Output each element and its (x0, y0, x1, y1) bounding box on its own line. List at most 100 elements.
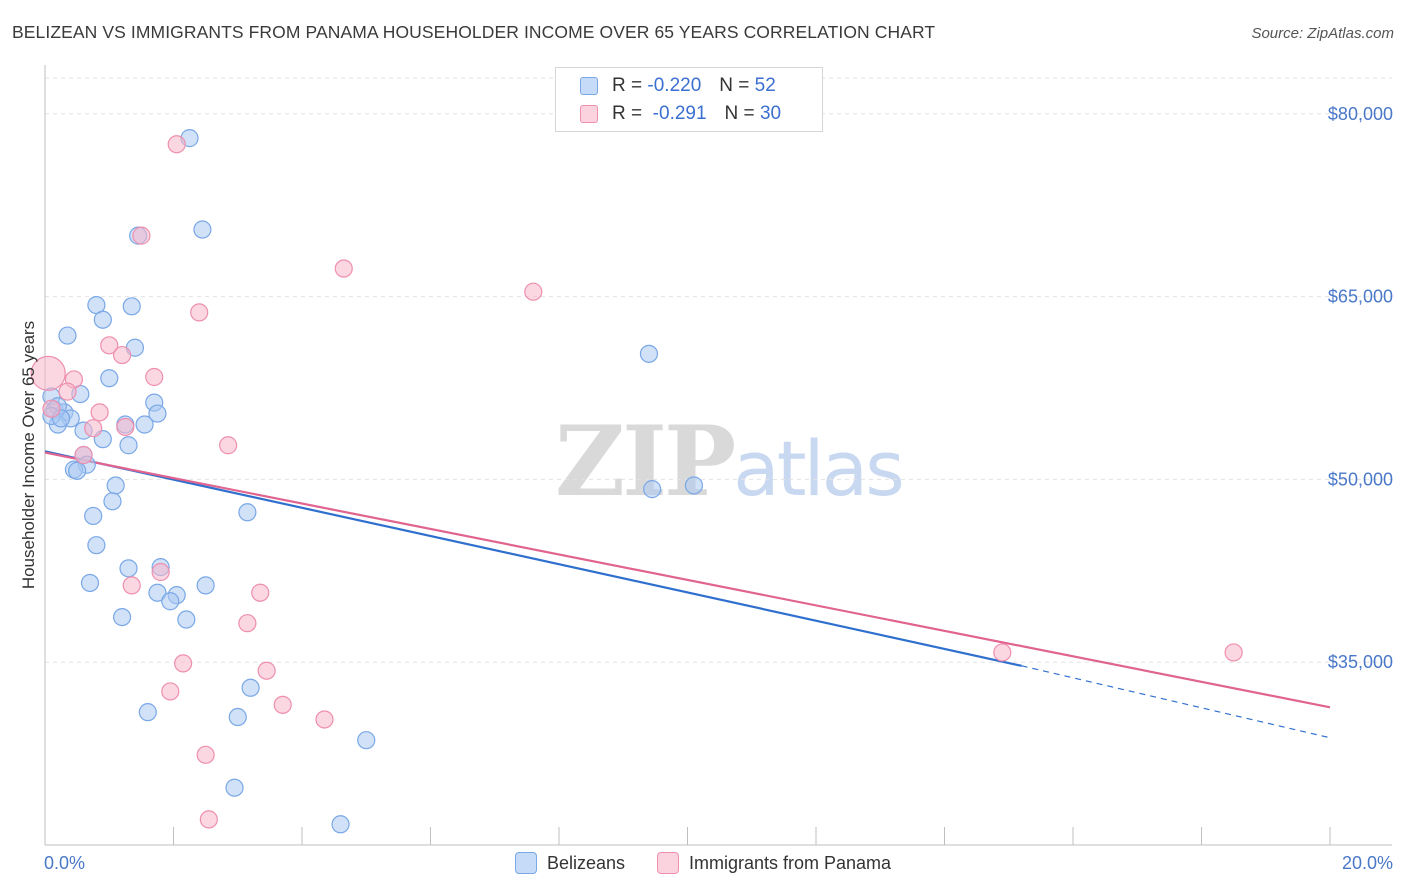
series-legend-item-panama[interactable]: Immigrants from Panama (656, 852, 892, 874)
data-point-belizeans (87, 536, 106, 555)
data-point-panama (334, 259, 353, 278)
series-legend-item-belizeans[interactable]: Belizeans (514, 852, 625, 874)
data-point-belizeans (80, 573, 100, 593)
data-point-belizeans (639, 344, 659, 363)
data-point-panama (151, 562, 170, 582)
series-label-panama: Immigrants from Panama (688, 852, 892, 873)
legend-r-label: R = (612, 75, 643, 96)
y-axis-label: Householder Income Over 65 years (19, 321, 38, 589)
data-point-belizeans (68, 461, 87, 480)
data-point-panama (199, 810, 218, 829)
data-point-panama (174, 654, 193, 673)
series-swatch-panama (656, 852, 679, 874)
data-point-belizeans (225, 778, 244, 797)
data-point-panama (251, 583, 270, 602)
data-point-belizeans (112, 607, 132, 627)
data-point-panama (161, 682, 180, 701)
data-point-belizeans (119, 559, 138, 578)
data-point-panama (315, 710, 334, 729)
data-point-panama (100, 336, 119, 355)
correlation-legend: R = -0.220 N = 52 R = -0.291 N = 30 (555, 67, 823, 132)
trend-line-0 (44, 450, 1022, 667)
legend-swatch-belizeans (580, 77, 598, 95)
legend-n-label: N = (719, 75, 750, 96)
watermark-atlas: atlas (733, 424, 905, 513)
data-point-belizeans (177, 610, 196, 629)
data-point-panama (90, 403, 109, 422)
data-point-panama (116, 417, 135, 437)
axis-labels: $35,000 $50,000 $65,000 $80,000 0.0% 20.0% Hou… (19, 104, 1393, 873)
y-tick-label: $80,000 (1328, 104, 1393, 124)
series-legend: Belizeans Immigrants from Panama (0, 852, 1406, 874)
data-point-panama (122, 576, 141, 595)
trend-lines (44, 450, 1331, 739)
x-tick-label-left: 0.0% (44, 853, 85, 873)
data-point-belizeans (331, 815, 350, 834)
data-point-belizeans (148, 404, 167, 423)
data-point-panama (167, 135, 186, 154)
data-point-belizeans (93, 310, 112, 329)
trend-line-1 (44, 451, 1331, 709)
data-point-panama (524, 282, 543, 301)
data-point-belizeans (106, 476, 125, 495)
legend-r-label: R = (612, 103, 643, 124)
source-label: Source: ZipAtlas.com (1251, 25, 1394, 42)
data-point-belizeans (238, 503, 257, 522)
data-point-belizeans (122, 297, 141, 316)
legend-r-value: -0.220 (647, 75, 702, 96)
data-point-panama (132, 226, 151, 245)
legend-row-belizeans: R = -0.220 N = 52 (580, 72, 776, 100)
data-point-panama (257, 661, 276, 680)
data-point-belizeans (148, 583, 167, 602)
data-point-panama (112, 345, 132, 365)
data-point-belizeans (643, 480, 662, 499)
data-point-panama (1224, 643, 1243, 662)
data-point-panama (219, 436, 238, 455)
series-label-belizeans: Belizeans (546, 852, 625, 873)
data-point-belizeans (196, 576, 215, 595)
data-point-belizeans (228, 707, 247, 727)
legend-n-value: 30 (759, 103, 782, 124)
legend-row-panama: R = -0.291 N = 30 (580, 100, 781, 128)
axes (44, 65, 1392, 846)
data-point-panama (196, 745, 215, 764)
legend-n-label: N = (724, 103, 755, 124)
data-point-belizeans (100, 369, 119, 388)
data-point-belizeans (58, 326, 77, 345)
data-point-panama (42, 399, 61, 418)
data-point-belizeans (135, 415, 154, 434)
data-point-belizeans (241, 678, 260, 697)
data-point-panama (74, 445, 93, 465)
data-point-belizeans (161, 592, 180, 611)
data-point-belizeans (684, 476, 704, 495)
data-point-panama (273, 695, 292, 714)
data-point-panama (190, 303, 209, 322)
data-point-belizeans (357, 731, 376, 750)
data-point-panama (238, 614, 257, 633)
chart-title: BELIZEAN VS IMMIGRANTS FROM PANAMA HOUSE… (12, 22, 936, 42)
legend-n-value: 52 (754, 75, 776, 96)
grid-lines (45, 77, 1392, 663)
legend-r-value: -0.291 (652, 103, 707, 124)
data-point-belizeans (138, 703, 157, 722)
data-point-belizeans (193, 220, 212, 239)
x-tick-label-right: 20.0% (1342, 853, 1393, 873)
data-point-panama (84, 419, 103, 438)
watermark-zip: ZIP (555, 405, 736, 518)
data-point-panama (145, 367, 164, 387)
data-point-belizeans (119, 436, 138, 455)
series-swatch-belizeans (514, 852, 537, 874)
legend-swatch-panama (580, 105, 598, 123)
data-points (30, 129, 1243, 834)
data-point-belizeans (84, 506, 103, 526)
trend-line-extension-0 (1021, 665, 1331, 739)
data-point-panama (993, 643, 1012, 662)
data-point-panama (30, 355, 66, 391)
y-tick-label: $65,000 (1328, 287, 1393, 307)
y-tick-label: $50,000 (1328, 469, 1393, 489)
watermark: ZIPatlas (555, 405, 905, 518)
y-tick-label: $35,000 (1328, 652, 1393, 672)
data-point-belizeans (103, 492, 122, 511)
data-point-panama (58, 382, 77, 401)
